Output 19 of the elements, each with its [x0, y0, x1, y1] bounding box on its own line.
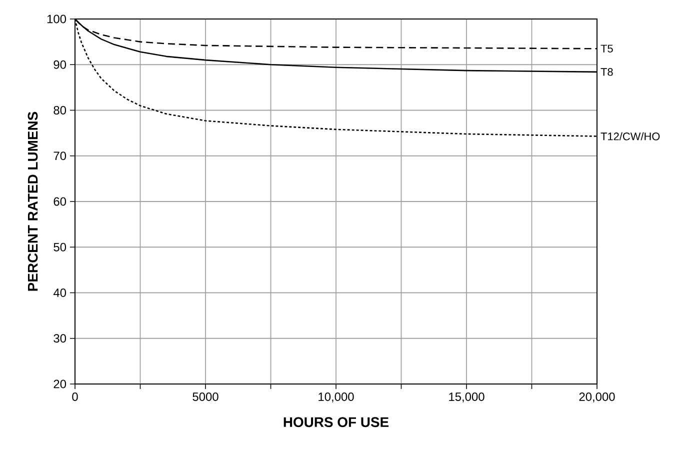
y-tick-label: 90 — [54, 60, 66, 69]
x-tick-label: 15,000 — [449, 392, 484, 402]
x-tick-label: 20,000 — [579, 392, 615, 402]
y-tick-label: 50 — [54, 242, 66, 252]
x-tick-label: 0 — [72, 392, 78, 401]
y-tick-label: 60 — [54, 197, 66, 206]
x-tick-label: 10,000 — [318, 392, 354, 402]
series-label: T5 — [600, 44, 613, 52]
y-tick-label: 100 — [47, 14, 66, 24]
y-axis-title: PERCENT RATED LUMENS — [28, 112, 38, 291]
y-tick-label: 80 — [54, 106, 66, 114]
series-label: T8 — [600, 68, 613, 76]
series-label: T12/CW/HO — [600, 132, 660, 140]
y-tick-label: 30 — [54, 334, 66, 343]
x-axis-title: HOURS OF USE — [284, 417, 389, 428]
x-tick-label: 5000 — [192, 392, 218, 401]
y-tick-label: 20 — [54, 380, 66, 388]
y-tick-label: 40 — [53, 288, 66, 297]
y-tick-label: 70 — [54, 152, 66, 160]
